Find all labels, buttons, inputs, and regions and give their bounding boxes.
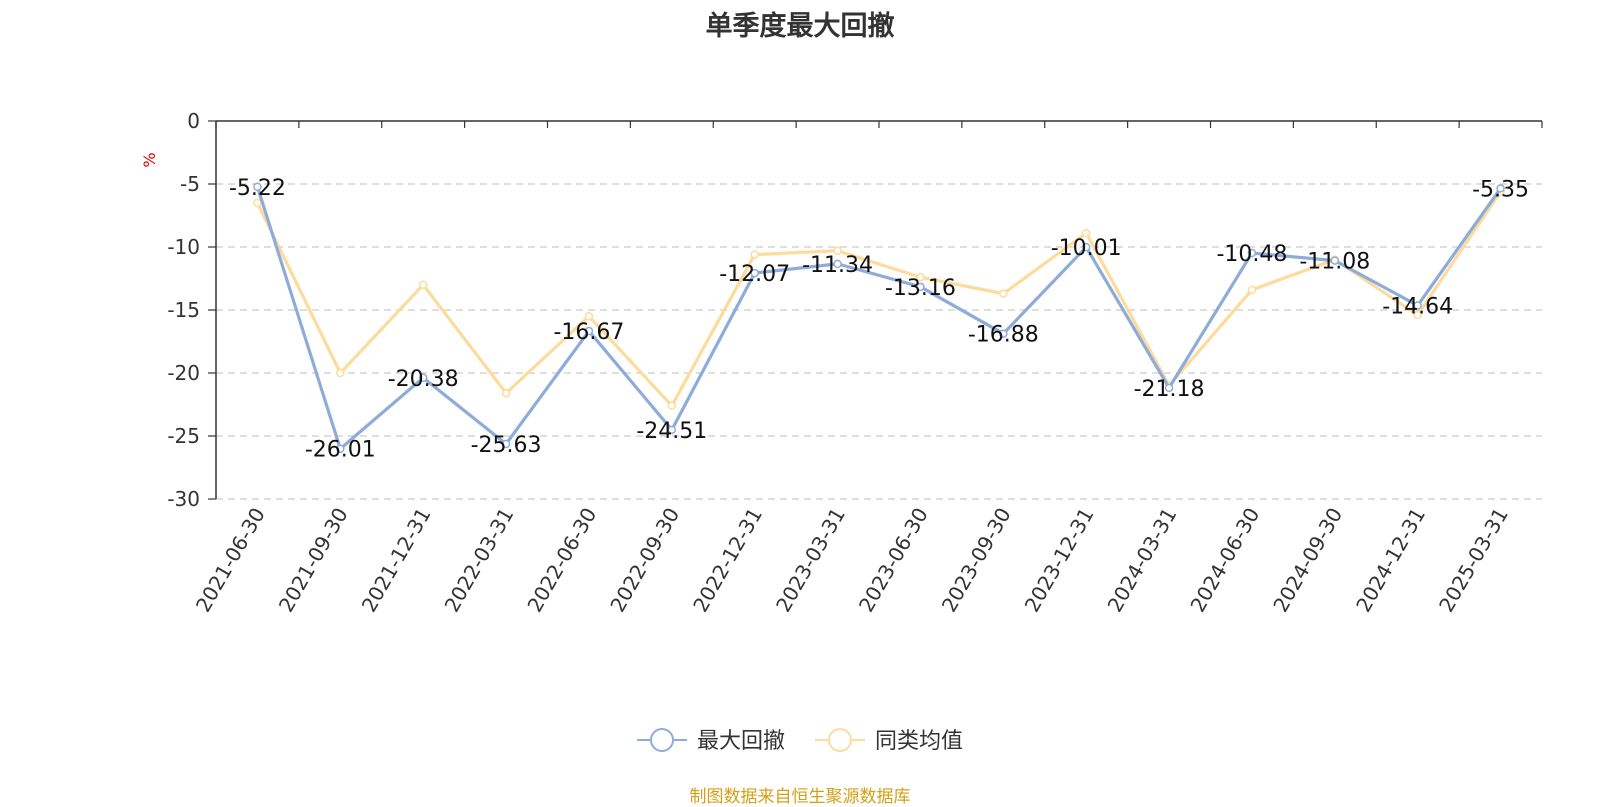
series-1-point	[253, 182, 262, 192]
series-1-point	[418, 373, 428, 383]
y-tick-label: -30	[167, 487, 200, 511]
series-1-point	[336, 444, 345, 453]
x-tick-label: 2022-03-31	[439, 504, 518, 617]
series-2-point	[1413, 310, 1422, 320]
y-tick-label: -15	[167, 298, 200, 322]
series-1-line	[255, 186, 1502, 451]
series-2-point	[999, 289, 1008, 298]
legend-item-series-1[interactable]: 最大回撤	[637, 728, 785, 754]
data-label: -13.16	[885, 276, 956, 301]
y-tick-label: 0	[187, 109, 200, 133]
series-2-point	[916, 272, 925, 282]
x-tick-label: 2022-09-30	[605, 504, 684, 617]
data-label: -25.63	[471, 433, 542, 458]
x-tick-label: 2022-06-30	[522, 504, 601, 617]
series-1-point	[584, 326, 594, 336]
grid-layer	[216, 183, 1542, 500]
series-1-point	[501, 439, 511, 449]
series-2-point	[833, 246, 842, 256]
series-1-point	[1330, 256, 1340, 265]
data-label: -5.22	[229, 176, 286, 201]
series-layer	[253, 182, 1505, 453]
series-2-point	[1081, 228, 1091, 238]
series-2-point	[584, 312, 594, 321]
x-tick-label: 2021-06-30	[191, 504, 270, 617]
series-2-point	[750, 250, 759, 259]
data-label: -20.38	[388, 367, 459, 392]
legend-series-1-circle-icon	[650, 728, 674, 752]
series-2-point	[1247, 285, 1257, 295]
y-tick-label: -10	[167, 235, 200, 259]
data-label: -11.34	[802, 253, 873, 278]
data-source-note: 制图数据来自恒生聚源数据库	[689, 787, 911, 807]
series-1-point	[1081, 242, 1091, 252]
x-tick-label: 2025-03-31	[1434, 504, 1513, 617]
series-1-point	[1164, 383, 1174, 393]
x-tick-label: 2023-12-31	[1020, 504, 1099, 617]
data-label: -26.01	[305, 438, 376, 463]
series-1-point	[667, 425, 677, 435]
legend-series-2-label: 同类均值	[875, 729, 963, 754]
chart-title: 单季度最大回撤	[705, 11, 895, 42]
data-label: -24.51	[636, 419, 707, 444]
x-tick-label: 2023-06-30	[854, 504, 933, 617]
data-label: -10.48	[1216, 242, 1287, 267]
legend[interactable]: 最大回撤 同类均值	[637, 728, 963, 754]
x-tick-label: 2024-06-30	[1185, 504, 1264, 617]
series-1-point	[1413, 301, 1422, 310]
series-2-point	[418, 280, 428, 290]
x-tick-label: 2021-12-31	[357, 504, 436, 617]
x-tick-label: 2022-12-31	[688, 504, 767, 617]
data-label: -16.67	[553, 320, 624, 345]
data-label: -12.07	[719, 262, 790, 287]
legend-series-1-label: 最大回撤	[697, 729, 785, 754]
data-label: -5.35	[1472, 177, 1529, 202]
x-tick-label: 2024-03-31	[1102, 504, 1181, 617]
x-tick-label: 2024-09-30	[1268, 504, 1347, 617]
legend-item-series-2[interactable]: 同类均值	[815, 728, 963, 754]
series-1-point	[1496, 184, 1505, 193]
legend-series-2-circle-icon	[828, 728, 852, 752]
data-label: -11.08	[1299, 250, 1370, 275]
series-1-point	[916, 282, 925, 292]
y-tick-label: -20	[167, 361, 200, 385]
y-tick-label: -25	[167, 424, 200, 448]
y-axis-unit-label: %	[140, 152, 159, 167]
x-tick-label: 2024-12-31	[1351, 504, 1430, 617]
data-label-layer: -5.22 -26.01 -20.38 -25.63 -16.67 -24.51 -12.0…	[229, 176, 1529, 463]
x-tick-label: 2023-09-30	[937, 504, 1016, 617]
series-1-point	[1247, 248, 1257, 258]
series-2-point	[501, 388, 511, 398]
data-label: -21.18	[1134, 377, 1205, 402]
series-2-line	[255, 190, 1502, 408]
x-tick-label: 2021-09-30	[274, 504, 353, 617]
series-1-point	[750, 268, 759, 278]
x-tick-label: 2023-03-31	[771, 504, 850, 617]
series-2-point	[336, 368, 345, 378]
series-2-point	[667, 401, 677, 411]
series-1-point	[999, 329, 1008, 338]
series-1-point	[833, 259, 842, 269]
data-label: -16.88	[968, 323, 1039, 348]
data-label: -14.64	[1382, 294, 1453, 319]
data-label: -10.01	[1051, 236, 1122, 261]
y-tick-label: -5	[180, 172, 200, 196]
